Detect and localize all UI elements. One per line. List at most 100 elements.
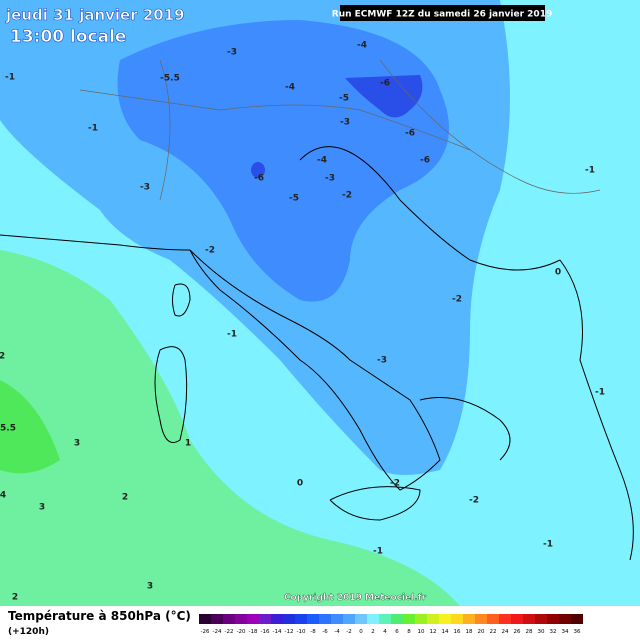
run-info: Run ECMWF 12Z du samedi 26 janvier 2019 — [332, 10, 552, 20]
contour-label: 3 — [39, 503, 45, 513]
contour-label: -2 — [205, 246, 215, 256]
color-swatch — [391, 614, 403, 624]
contour-label: 0 — [297, 479, 303, 489]
color-swatch — [223, 614, 235, 624]
contour-label: -6 — [420, 156, 430, 166]
color-swatch — [415, 614, 427, 624]
contour-label: -5 — [289, 194, 299, 204]
colorbar-tick-label: 16 — [454, 629, 461, 635]
contour-label: -2 — [452, 295, 462, 305]
colorbar-tick-label: 4 — [383, 629, 387, 635]
colorbar-tick-label: -8 — [310, 629, 316, 635]
contour-label: -2 — [342, 191, 352, 201]
contour-label: -1 — [543, 540, 553, 550]
contour-label: -6 — [380, 79, 390, 89]
contour-label: -5.5 — [160, 74, 180, 84]
color-swatch — [367, 614, 379, 624]
colorbar-tick-label: 8 — [407, 629, 411, 635]
color-swatch — [403, 614, 415, 624]
colorbar-tick-label: 30 — [538, 629, 545, 635]
colorbar-tick-label: 14 — [442, 629, 449, 635]
contour-label: -1 — [585, 166, 595, 176]
colorbar-tick-label: -14 — [273, 629, 282, 635]
color-swatch — [487, 614, 499, 624]
colorbar-tick-label: -20 — [237, 629, 246, 635]
warm-zone — [0, 250, 460, 606]
contour-label: -6 — [254, 174, 264, 184]
contour-label: 3 — [74, 439, 80, 449]
contour-label: -2 — [390, 479, 400, 489]
color-swatch — [259, 614, 271, 624]
contour-label: -3 — [140, 183, 150, 193]
contour-label: -4 — [317, 156, 327, 166]
color-swatch — [499, 614, 511, 624]
contour-label: -2 — [469, 496, 479, 506]
colorbar-tick-label: 28 — [526, 629, 533, 635]
colorbar-tick-label: 10 — [418, 629, 425, 635]
colorbar-tick-label: 6 — [395, 629, 399, 635]
colorbar-tick-label: 20 — [478, 629, 485, 635]
colorbar-tick-label: 36 — [574, 629, 581, 635]
contour-label: 5.5 — [0, 424, 16, 434]
color-swatch — [199, 614, 211, 624]
contour-label: -1 — [88, 124, 98, 134]
colorbar-tick-label: -10 — [297, 629, 306, 635]
contour-label: -3 — [377, 356, 387, 366]
colorbar-tick-label: 32 — [550, 629, 557, 635]
warmest-zone — [0, 380, 60, 474]
colorbar-tick-label: -12 — [285, 629, 294, 635]
color-swatch — [235, 614, 247, 624]
colorbar-tick-label: 0 — [359, 629, 363, 635]
coastlines — [0, 146, 634, 561]
color-swatch — [319, 614, 331, 624]
borders — [79, 59, 601, 201]
color-swatch — [307, 614, 319, 624]
colorbar-tick-label: -6 — [322, 629, 328, 635]
colorbar-tick-label: -18 — [249, 629, 258, 635]
color-swatch — [523, 614, 535, 624]
contour-label: -3 — [227, 48, 237, 58]
contour-label: 2 — [12, 593, 18, 603]
coldest-spot — [251, 162, 265, 178]
coldest-zone — [345, 75, 423, 118]
color-swatch — [379, 614, 391, 624]
contour-label: -3 — [325, 174, 335, 184]
contour-label: 3 — [147, 582, 153, 592]
colorbar-tick-label: 34 — [562, 629, 569, 635]
color-swatch — [271, 614, 283, 624]
colorbar-tick-label: -24 — [213, 629, 222, 635]
legend-title: Température à 850hPa (°C) — [8, 609, 191, 623]
color-swatch — [535, 614, 547, 624]
colorbar-tick-label: 26 — [514, 629, 521, 635]
contour-label: -1 — [227, 330, 237, 340]
color-swatch — [283, 614, 295, 624]
contour-label: -1 — [595, 388, 605, 398]
contour-label: -6 — [405, 129, 415, 139]
contour-label: 0 — [555, 268, 561, 278]
color-swatch — [571, 614, 583, 624]
colorbar-tick-label: 2 — [371, 629, 375, 635]
contour-label: 2 — [0, 352, 5, 362]
contour-label: -1 — [5, 73, 15, 83]
colorbar-tick-label: -4 — [334, 629, 340, 635]
lead-time: (+120h) — [8, 627, 49, 637]
color-swatch — [211, 614, 223, 624]
run-box — [340, 5, 545, 21]
colorbar-tick-label: -16 — [261, 629, 270, 635]
contour-label: -4 — [357, 41, 367, 51]
color-swatch — [427, 614, 439, 624]
color-swatch — [475, 614, 487, 624]
color-swatch — [547, 614, 559, 624]
color-swatch — [559, 614, 571, 624]
color-swatch — [247, 614, 259, 624]
colorbar-tick-label: -22 — [225, 629, 234, 635]
date: jeudi 31 janvier 2019 — [5, 6, 185, 24]
copyright: Copyright 2019 Meteociel.fr — [284, 593, 427, 603]
contour-label: -1 — [373, 547, 383, 557]
color-swatch — [463, 614, 475, 624]
contour-label: -3 — [340, 118, 350, 128]
contour-label: -5 — [339, 94, 349, 104]
colorbar-tick-label: 18 — [466, 629, 473, 635]
